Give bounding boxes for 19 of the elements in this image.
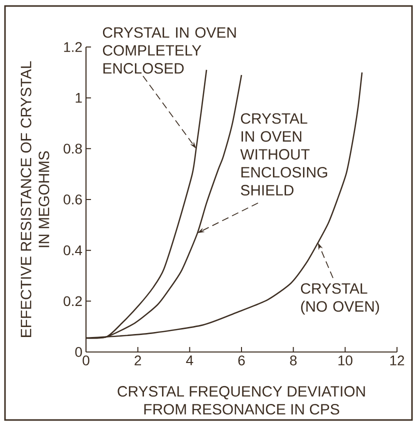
y-axis-title: EFFECTIVE RESISTANCE OF CRYSTAL IN MEGOHMS — [20, 61, 50, 337]
x-tick-label: 4 — [186, 356, 194, 366]
y-tick-label: 0.2 — [64, 296, 82, 306]
x-tick-label: 6 — [238, 356, 245, 366]
y-tick-label: 1.2 — [64, 42, 82, 52]
y-tick-label: 0 — [75, 347, 82, 357]
y-tick-label: 0.4 — [64, 245, 82, 256]
annotation: CRYSTAL (NO OVEN) — [300, 283, 379, 315]
x-tick-label: 12 — [390, 356, 404, 366]
y-tick-label: 1 — [76, 93, 82, 103]
x-tick-label: 0 — [82, 356, 90, 366]
annotation: CRYSTAL IN OVEN WITHOUT ENCLOSING SHIELD — [240, 113, 328, 196]
annotation: CRYSTAL IN OVEN COMPLETELY ENCLOSED — [102, 27, 236, 74]
x-tick-label: 8 — [290, 356, 297, 366]
x-tick-label: 2 — [134, 356, 142, 366]
x-tick-label: 10 — [338, 356, 352, 366]
y-tick-label: 0.8 — [64, 144, 82, 154]
x-axis-title: CRYSTAL FREQUENCY DEVIATION FROM RESONANCE IN CPS — [118, 386, 365, 415]
y-tick-label: 0.6 — [64, 194, 82, 204]
